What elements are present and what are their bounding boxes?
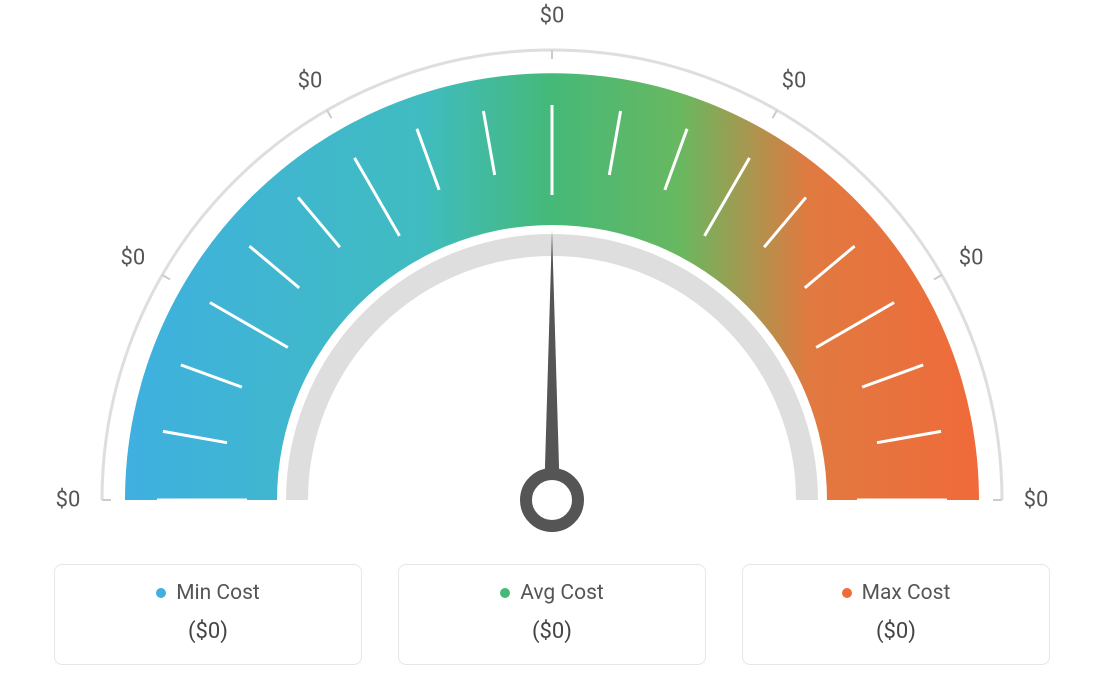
- dot-icon: [156, 588, 166, 598]
- gauge-tick-label: $0: [298, 68, 323, 93]
- gauge-tick-label: $0: [120, 246, 145, 271]
- legend-card-min: Min Cost ($0): [54, 564, 362, 665]
- legend-title-max: Max Cost: [842, 581, 951, 605]
- legend-label: Avg Cost: [520, 581, 604, 605]
- dot-icon: [500, 588, 510, 598]
- legend-value-avg: ($0): [419, 619, 685, 644]
- gauge-tick-label: $0: [1024, 488, 1049, 513]
- gauge-tick-label: $0: [782, 68, 807, 93]
- legend-value-min: ($0): [75, 619, 341, 644]
- legend-title-min: Min Cost: [156, 581, 260, 605]
- gauge-chart: $0 $0 $0 $0 $0 $0 $0: [0, 0, 1104, 560]
- legend-label: Max Cost: [862, 581, 951, 605]
- gauge-tick-label: $0: [56, 488, 81, 513]
- legend-label: Min Cost: [176, 581, 260, 605]
- gauge-tick-label: $0: [540, 4, 565, 29]
- legend-title-avg: Avg Cost: [500, 581, 604, 605]
- legend-row: Min Cost ($0) Avg Cost ($0) Max Cost ($0…: [0, 564, 1104, 665]
- legend-value-max: ($0): [763, 619, 1029, 644]
- dot-icon: [842, 588, 852, 598]
- gauge-svg: [0, 0, 1104, 560]
- gauge-tick-label: $0: [959, 246, 984, 271]
- legend-card-max: Max Cost ($0): [742, 564, 1050, 665]
- legend-card-avg: Avg Cost ($0): [398, 564, 706, 665]
